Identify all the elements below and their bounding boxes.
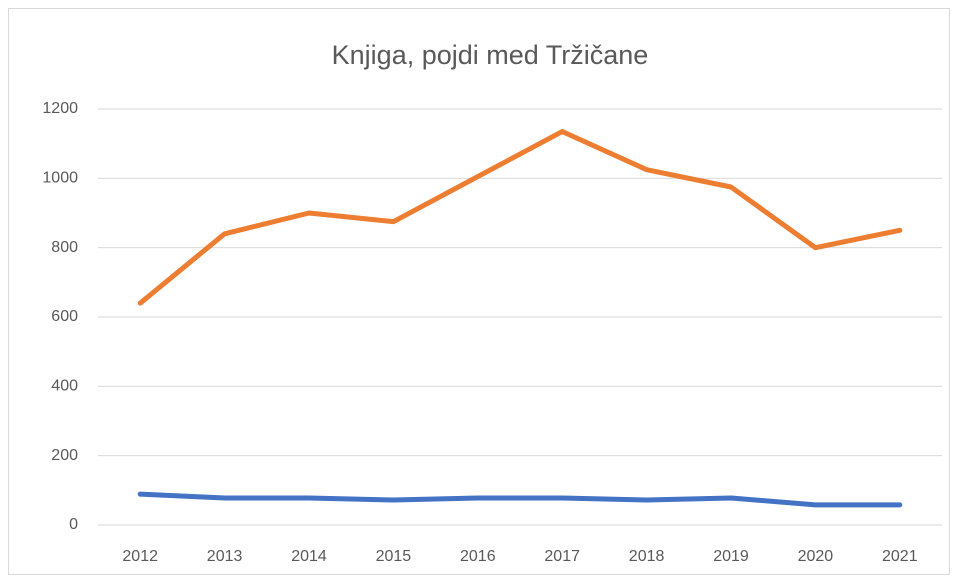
- y-tick-label: 0: [69, 516, 78, 533]
- y-tick-label: 1200: [42, 100, 78, 117]
- line-series: [137, 129, 903, 306]
- x-tick-label: 2021: [882, 548, 918, 565]
- line-series: [137, 491, 903, 508]
- x-tick-label: 2014: [291, 548, 327, 565]
- y-tick-label: 1000: [42, 170, 78, 187]
- x-tick-label: 2016: [460, 548, 496, 565]
- y-tick-label: 200: [51, 447, 78, 464]
- y-tick-label: 800: [51, 239, 78, 256]
- y-tick-label: 400: [51, 378, 78, 395]
- x-tick-label: 2019: [713, 548, 749, 565]
- x-tick-label: 2020: [798, 548, 834, 565]
- x-tick-label: 2017: [544, 548, 580, 565]
- x-tick-label: 2013: [207, 548, 243, 565]
- chart-title: Knjiga, pojdi med Tržičane: [332, 40, 649, 70]
- x-tick-label: 2012: [122, 548, 158, 565]
- y-tick-label: 600: [51, 308, 78, 325]
- x-tick-label: 2015: [376, 548, 412, 565]
- x-tick-label: 2018: [629, 548, 665, 565]
- chart-border: [8, 8, 950, 575]
